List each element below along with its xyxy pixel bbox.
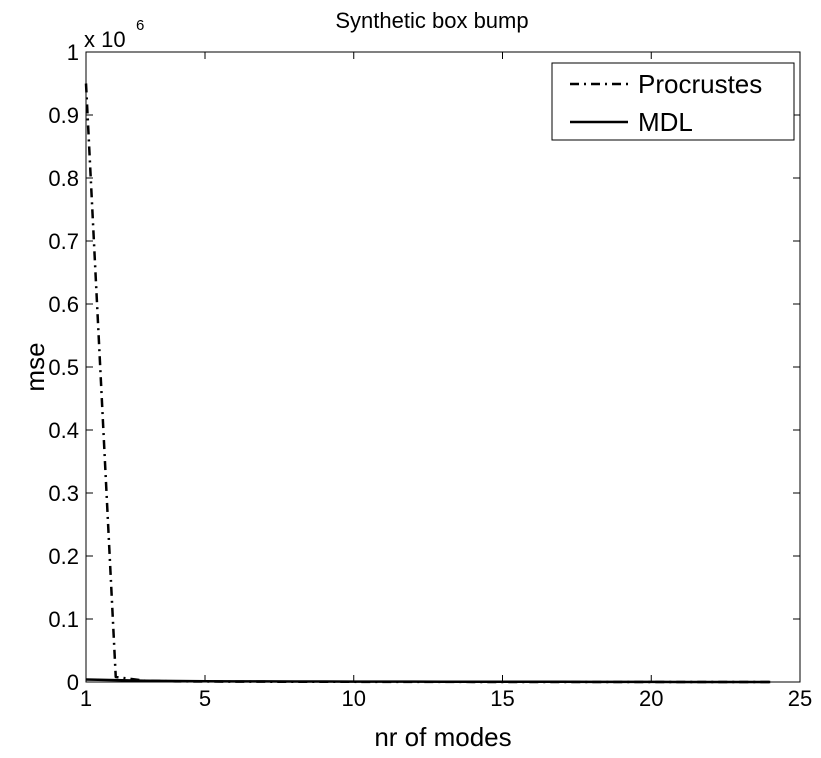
y-tick-label: 0.5: [48, 355, 79, 380]
legend-label-mdl: MDL: [638, 107, 693, 137]
x-axis-label: nr of modes: [374, 722, 511, 752]
y-tick-label: 0.2: [48, 544, 79, 569]
plot-area-frame: [85, 51, 801, 683]
x-tick-label: 1: [80, 686, 92, 711]
y-tick-label: 0: [67, 670, 79, 695]
y-tick-label: 0.7: [48, 229, 79, 254]
y-tick-label: 0.4: [48, 418, 79, 443]
y-exponent-label: x 10: [84, 27, 126, 52]
x-tick-label: 20: [639, 686, 663, 711]
y-tick-label: 0.1: [48, 607, 79, 632]
x-tick-label: 15: [490, 686, 514, 711]
y-tick-label: 0.6: [48, 292, 79, 317]
y-tick-label: 0.8: [48, 166, 79, 191]
chart-title: Synthetic box bump: [335, 8, 528, 33]
y-ticks: 0 0.1 0.2 0.3 0.4 0.5 0.6 0.7 0.8 0.9 1: [48, 40, 800, 695]
x-ticks: 1 5 10 15 20 25: [80, 52, 812, 711]
y-tick-label: 1: [67, 40, 79, 65]
legend: Procrustes MDL: [551, 62, 795, 141]
y-exponent-power: 6: [136, 17, 144, 34]
y-tick-label: 0.9: [48, 103, 79, 128]
legend-label-procrustes: Procrustes: [638, 69, 762, 99]
x-tick-label: 10: [342, 686, 366, 711]
x-tick-label: 25: [788, 686, 812, 711]
x-tick-label: 5: [199, 686, 211, 711]
legend-box: [551, 62, 795, 141]
y-tick-label: 0.3: [48, 481, 79, 506]
y-axis-label: mse: [20, 342, 50, 391]
